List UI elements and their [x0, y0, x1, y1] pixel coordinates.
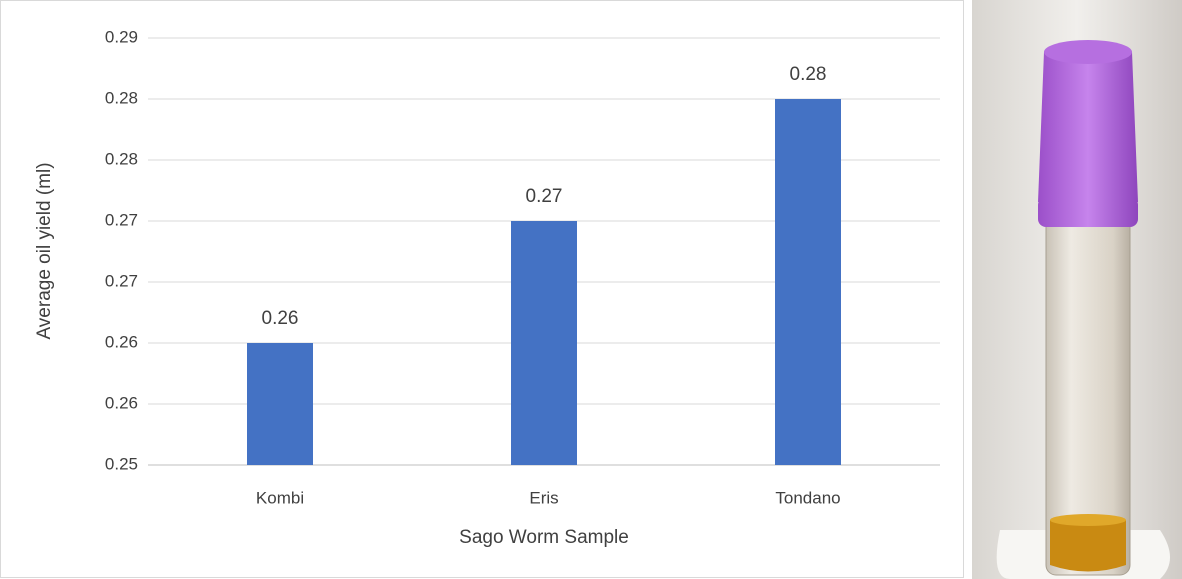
y-tick-label: 0.25 [105, 454, 138, 473]
x-tick-label: Eris [529, 488, 558, 507]
data-label: 0.26 [262, 308, 299, 329]
y-axis-title: Average oil yield (ml) [34, 162, 55, 339]
page: Average oil yield (ml) Sago Worm Sample … [0, 0, 1182, 579]
x-axis-title: Sago Worm Sample [459, 527, 629, 548]
bar [247, 343, 313, 465]
y-tick-label: 0.28 [105, 149, 138, 168]
data-label: 0.27 [526, 186, 563, 207]
x-tick-label: Kombi [256, 488, 304, 507]
y-tick-label: 0.26 [105, 332, 138, 351]
chart: Average oil yield (ml) Sago Worm Sample … [0, 0, 1182, 579]
x-tick-label: Tondano [775, 488, 840, 507]
y-tick-label: 0.27 [105, 271, 138, 290]
bar [775, 99, 841, 465]
bar [511, 221, 577, 465]
y-tick-label: 0.26 [105, 393, 138, 412]
photo [972, 0, 1182, 579]
y-tick-label: 0.29 [105, 27, 138, 46]
y-tick-label: 0.27 [105, 210, 138, 229]
data-label: 0.28 [790, 64, 827, 85]
y-tick-label: 0.28 [105, 88, 138, 107]
